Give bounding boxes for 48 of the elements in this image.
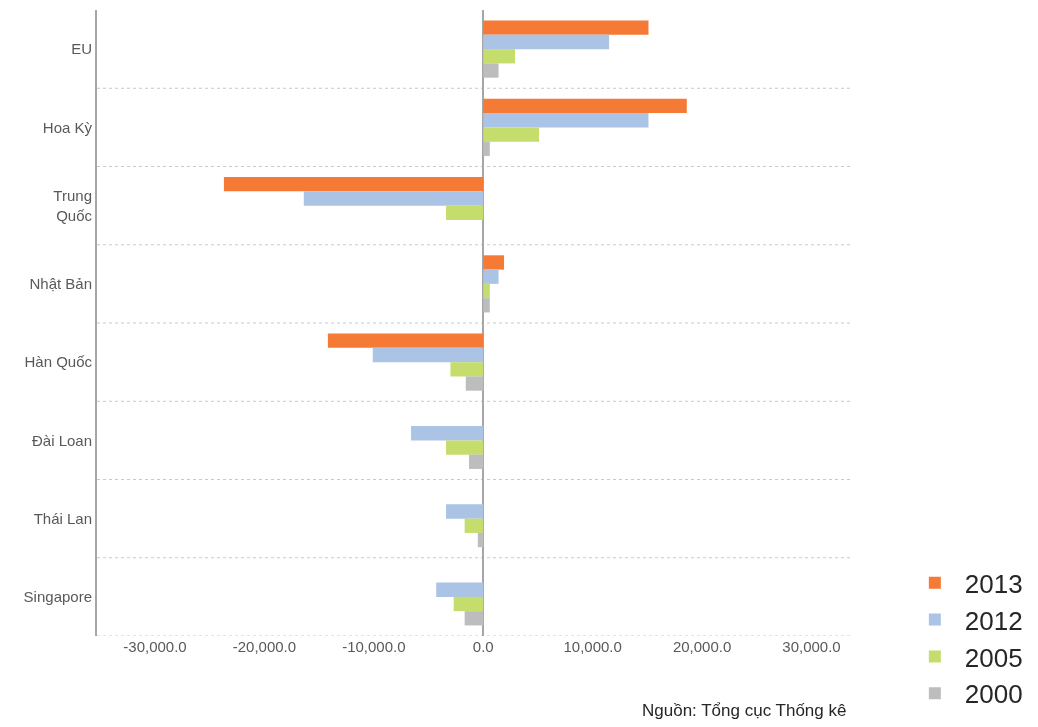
bar xyxy=(483,141,490,156)
bar xyxy=(303,191,484,206)
legend-label: 2013 xyxy=(964,568,1023,599)
bar xyxy=(483,49,515,64)
legend-label: 2005 xyxy=(964,642,1023,673)
bar xyxy=(446,440,484,455)
x-tick-label: -10,000.0 xyxy=(342,638,406,655)
bar xyxy=(465,376,484,391)
bar xyxy=(446,205,484,220)
y-tick-label: Hàn Quốc xyxy=(24,353,93,371)
bar xyxy=(464,611,484,626)
bar xyxy=(446,504,484,519)
bar xyxy=(469,454,484,469)
bar xyxy=(223,177,484,192)
y-tick-label: EU xyxy=(71,40,92,58)
x-tick-label: -30,000.0 xyxy=(123,638,187,655)
bar xyxy=(483,20,649,35)
text: Nguồn: Tổng cục Thống kê xyxy=(642,701,847,720)
bar xyxy=(483,34,610,50)
bar xyxy=(483,283,490,299)
bar xyxy=(483,98,687,114)
bar xyxy=(372,347,484,363)
y-tick-label: Singapore xyxy=(23,588,92,606)
bar xyxy=(436,582,484,597)
bar xyxy=(483,63,499,78)
legend-label: 2012 xyxy=(964,605,1023,636)
bar xyxy=(453,596,484,612)
bar xyxy=(483,269,499,284)
bar xyxy=(411,426,484,441)
y-tick-label: Nhật Bản xyxy=(29,275,92,293)
x-tick-label: 10,000.0 xyxy=(563,638,622,655)
bar xyxy=(483,113,649,128)
x-tick-label: 30,000.0 xyxy=(782,638,841,655)
bar xyxy=(483,298,490,313)
bar xyxy=(464,518,484,533)
x-tick-label: -20,000.0 xyxy=(232,638,297,655)
bar xyxy=(477,532,484,548)
bar xyxy=(327,333,484,348)
y-tick-label: Trung Quốc xyxy=(53,187,93,224)
legend-label: 2000 xyxy=(964,679,1023,710)
x-tick-label: 0.0 xyxy=(472,638,494,655)
bar xyxy=(483,255,505,270)
bar xyxy=(483,127,540,142)
x-tick-label: 20,000.0 xyxy=(672,638,732,655)
y-tick-label: Thái Lan xyxy=(33,509,92,527)
y-tick-label: Hoa Kỳ xyxy=(42,118,93,136)
bar xyxy=(450,362,484,377)
y-tick-label: Đài Loan xyxy=(31,431,92,449)
